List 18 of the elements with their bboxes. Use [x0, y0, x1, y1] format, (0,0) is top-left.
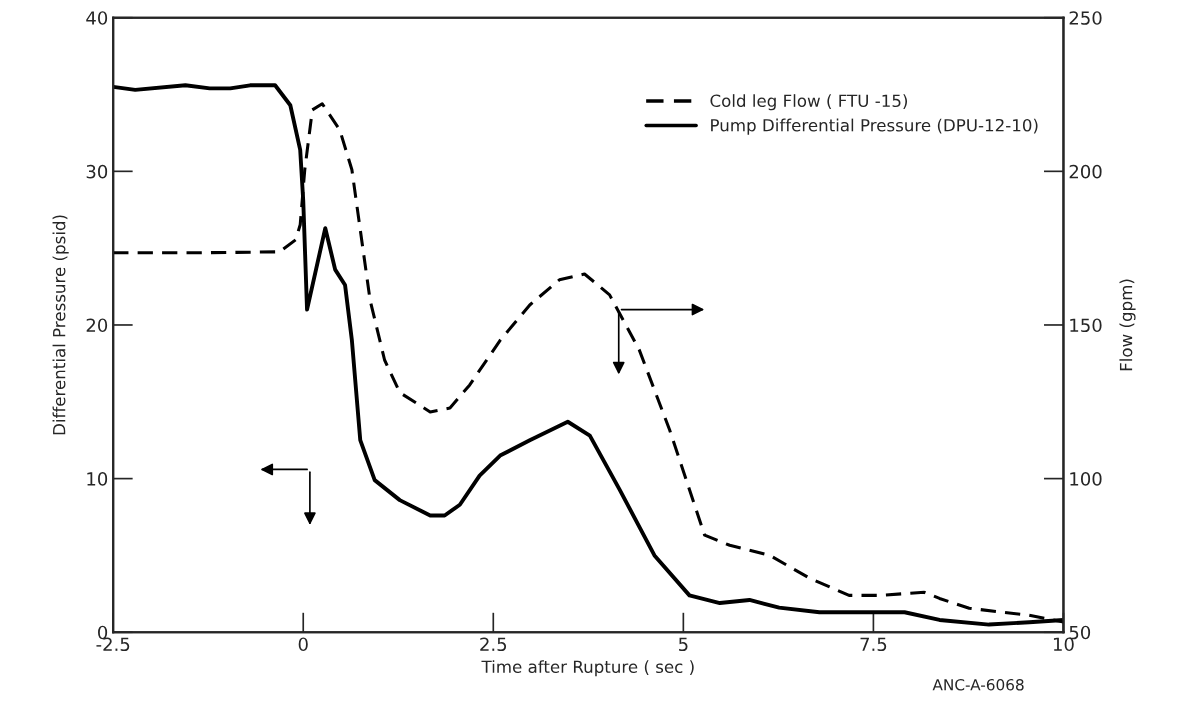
- y-axis-title: Differential Pressure (psid): [52, 215, 69, 435]
- x-tick-label: 7.5: [860, 637, 887, 652]
- y-tick-label: 30: [86, 164, 108, 179]
- y-tick-label: 10: [87, 472, 108, 486]
- x-axis-title: Time after Rupture ( sec ): [481, 660, 694, 677]
- y-tick-label: 20: [86, 318, 108, 333]
- y2-axis-title: Flow (gpm): [1119, 279, 1136, 371]
- x-tick-label: 0: [298, 637, 308, 652]
- legend-label: Cold leg Flow ( FTU -15): [710, 94, 908, 111]
- y2-tick-label: 150: [1070, 318, 1102, 333]
- text: ANC-A-6068: [932, 678, 1024, 691]
- x-tick-label: 5: [679, 637, 688, 652]
- legend-label: Pump Differential Pressure (DPU-12-10): [711, 118, 1038, 135]
- x-tick-label: 2.5: [480, 637, 507, 652]
- y-tick-label: 40: [86, 11, 108, 25]
- y2-tick-label: 100: [1070, 472, 1102, 486]
- y2-tick-label: 200: [1069, 164, 1102, 179]
- y2-tick-label: 250: [1069, 11, 1102, 25]
